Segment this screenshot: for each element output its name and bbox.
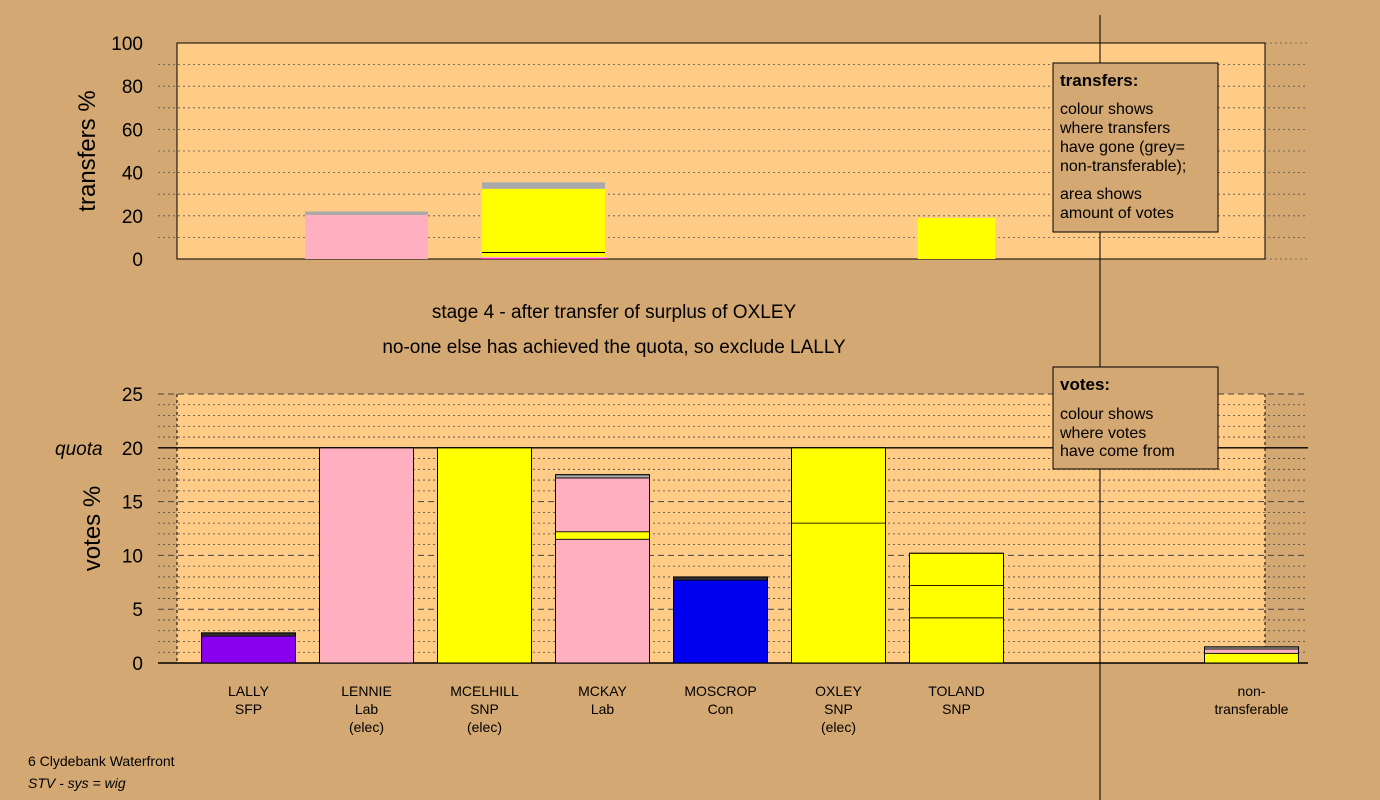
candidate-name: TOLAND [928,683,985,699]
votes-legend-box [1052,366,1219,470]
candidate-bar [437,447,532,664]
candidate-party: SNP [942,701,971,717]
candidate-party: SNP [824,701,853,717]
candidate-name: MOSCROP [684,683,756,699]
transfers-y-tick-label: 60 [122,120,143,141]
transfer-segment [482,258,605,259]
transfer-segment [305,211,428,215]
candidate-bar [909,552,1004,664]
candidate-party: SFP [235,701,262,717]
candidate-party: Lab [355,701,379,717]
candidate-name: OXLEY [815,683,862,699]
transfers-legend-line: colour shows [1060,101,1153,118]
quota-label: quota [55,439,103,460]
vote-segment [909,617,1004,664]
vote-segment [555,538,650,664]
transfers-y-tick-label: 80 [122,77,143,98]
candidate-party: Lab [591,701,615,717]
vote-segment [555,477,650,533]
votes-legend-title: votes: [1060,375,1110,394]
votes-legend: votes: colour shows where votes have com… [1052,366,1219,470]
transfer-segment [917,217,996,259]
stage-action: no-one else has achieved the quota, so e… [382,337,846,358]
transfers-legend-box [1052,62,1219,233]
transfer-segment [305,214,428,259]
transfers-y-tick-label: 100 [111,34,143,55]
transfers-legend-line: amount of votes [1060,205,1174,222]
votes-y-axis-title: votes % [79,486,106,571]
votes-y-tick-label: 5 [132,600,143,621]
candidate-name: LALLY [228,683,270,699]
votes-y-tick-label: 20 [122,439,143,460]
transfers-y-axis-title: transfers % [74,90,101,211]
transfer-segment [482,182,605,189]
vote-segment [791,447,886,524]
candidate-bar [555,474,650,664]
transfers-legend-line: have gone (grey= [1060,139,1185,156]
candidate-status: (elec) [821,719,856,735]
stage-description: stage 4 - after transfer of surplus of O… [432,302,797,323]
votes-y-tick-label: 10 [122,546,143,567]
candidate-bar [1204,646,1299,664]
votes-plot: 0 5 10 15 20 25 quota votes % LALLY SFP LENNIE Lab (… [55,385,1308,735]
votes-legend-line: where votes [1059,425,1146,442]
transfer-segment [482,188,605,257]
vote-segment [1204,648,1299,654]
transfers-legend-title: transfers: [1060,71,1138,90]
candidate-bar [673,576,768,664]
vote-segment [201,635,296,664]
candidate-name: MCKAY [578,683,627,699]
candidate-party: Con [708,701,734,717]
transfers-y-tick-label: 20 [122,207,143,228]
vote-segment [1204,652,1299,664]
transfers-legend-line: non-transferable); [1060,158,1186,175]
transfers-legend-line: where transfers [1059,120,1170,137]
candidate-bar [201,632,296,664]
candidate-party: SNP [470,701,499,717]
vote-segment [555,531,650,540]
candidate-name: non- [1237,683,1265,699]
candidate-name: LENNIE [341,683,392,699]
transfers-y-tick-label: 40 [122,164,143,185]
vote-segment [319,447,414,664]
votes-y-tick-label: 15 [122,493,143,514]
votes-legend-line: have come from [1060,443,1175,460]
transfers-y-tick-label: 0 [132,250,143,271]
transfers-legend: transfers: colour shows where transfers … [1052,62,1219,233]
vote-segment [791,522,886,664]
candidate-status: (elec) [467,719,502,735]
votes-y-tick-label: 0 [132,654,143,675]
votes-legend-line: colour shows [1060,406,1153,423]
candidate-status: (elec) [349,719,384,735]
vote-segment [673,579,768,664]
transfer-segment [482,256,605,259]
vote-segment [909,552,1004,586]
vote-segment [437,447,532,664]
transfers-legend-line: area shows [1060,186,1142,203]
candidate-party: transferable [1215,701,1289,717]
candidate-bar [319,447,414,664]
votes-y-tick-label: 25 [122,385,143,406]
ward-name: 6 Clydebank Waterfront [28,753,175,769]
candidate-bar [791,447,886,664]
candidate-name: MCELHILL [450,683,519,699]
vote-segment [909,585,1004,619]
voting-system: STV - sys = wig [28,775,126,791]
